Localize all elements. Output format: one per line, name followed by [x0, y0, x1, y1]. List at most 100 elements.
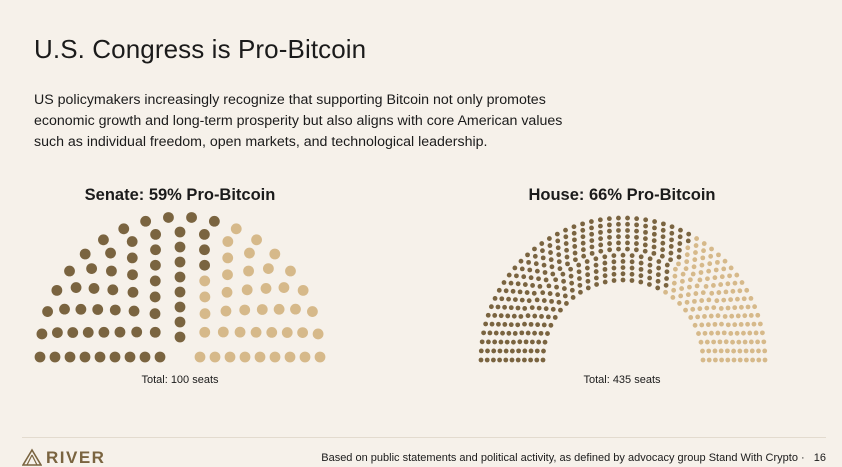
pro-bitcoin-seat: [638, 254, 644, 260]
other-seat: [717, 339, 723, 345]
pro-bitcoin-seat: [531, 290, 537, 296]
other-seat: [732, 322, 738, 328]
pro-bitcoin-seat: [543, 277, 549, 283]
pro-bitcoin-seat: [580, 240, 586, 246]
other-seat: [737, 348, 743, 354]
other-seat: [705, 276, 710, 282]
other-seat: [297, 327, 308, 339]
other-seat: [704, 305, 710, 311]
pro-bitcoin-seat: [555, 292, 561, 298]
other-seat: [748, 295, 754, 301]
pro-bitcoin-seat: [546, 236, 552, 241]
other-seat: [709, 290, 715, 296]
other-seat: [694, 283, 700, 289]
pro-bitcoin-seat: [127, 269, 138, 281]
pro-bitcoin-seat: [598, 242, 604, 248]
pro-bitcoin-seat: [616, 221, 621, 227]
pro-bitcoin-seat: [625, 246, 630, 252]
pro-bitcoin-seat: [517, 339, 523, 345]
other-seat: [744, 357, 749, 363]
pro-bitcoin-seat: [656, 265, 662, 271]
house-chart-title: House: 66% Pro-Bitcoin: [528, 186, 716, 204]
other-seat: [687, 284, 692, 290]
other-seat: [723, 289, 729, 295]
pro-bitcoin-seat: [496, 321, 501, 327]
other-seat: [745, 304, 751, 310]
pro-bitcoin-seat: [59, 303, 70, 315]
other-seat: [290, 303, 301, 315]
pro-bitcoin-seat: [552, 315, 558, 320]
other-seat: [755, 339, 760, 345]
pro-bitcoin-seat: [528, 275, 534, 281]
other-seat: [757, 321, 763, 327]
pro-bitcoin-seat: [526, 259, 531, 265]
pro-bitcoin-seat: [620, 265, 626, 270]
pro-bitcoin-seat: [581, 253, 587, 259]
pro-bitcoin-seat: [512, 265, 518, 271]
pro-bitcoin-seat: [563, 241, 569, 246]
pro-bitcoin-seat: [533, 261, 539, 267]
pro-bitcoin-seat: [620, 271, 626, 277]
other-seat: [728, 297, 734, 303]
other-seat: [730, 339, 735, 345]
other-seat: [251, 234, 262, 246]
pro-bitcoin-seat: [616, 240, 621, 246]
other-seat: [714, 298, 720, 304]
pro-bitcoin-seat: [655, 272, 661, 278]
senate-parliament-chart: [34, 212, 326, 363]
pro-bitcoin-seat: [669, 237, 674, 243]
pro-bitcoin-seat: [611, 278, 617, 283]
pro-bitcoin-seat: [126, 252, 138, 264]
house-parliament-chart: [478, 215, 768, 363]
other-seat: [741, 296, 747, 302]
pro-bitcoin-seat: [539, 241, 545, 246]
other-seat: [260, 283, 272, 294]
other-seat: [739, 280, 745, 285]
pro-bitcoin-seat: [540, 255, 546, 261]
pro-bitcoin-seat: [634, 234, 639, 240]
page-subtitle: US policymakers increasingly recognize t…: [34, 92, 563, 150]
pro-bitcoin-seat: [541, 262, 547, 268]
pro-bitcoin-seat: [564, 254, 570, 260]
pro-bitcoin-seat: [541, 322, 547, 328]
other-seat: [690, 271, 696, 277]
pro-bitcoin-seat: [548, 322, 554, 328]
pro-bitcoin-seat: [660, 234, 666, 240]
pro-bitcoin-seat: [515, 322, 521, 328]
pro-bitcoin-seat: [42, 306, 53, 317]
pro-bitcoin-seat: [629, 259, 635, 265]
pro-bitcoin-seat: [685, 238, 691, 244]
pro-bitcoin-seat: [150, 259, 161, 271]
other-seat: [734, 272, 740, 278]
pro-bitcoin-seat: [506, 330, 512, 336]
pro-bitcoin-seat: [647, 275, 653, 281]
pro-bitcoin-seat: [594, 282, 599, 287]
pro-bitcoin-seat: [524, 290, 530, 295]
other-seat: [711, 305, 717, 310]
pro-bitcoin-seat: [515, 305, 521, 311]
other-seat: [753, 330, 759, 336]
pro-bitcoin-seat: [556, 299, 562, 305]
pro-bitcoin-seat: [616, 234, 621, 240]
pro-bitcoin-seat: [174, 316, 186, 328]
other-seat: [716, 290, 722, 295]
pro-bitcoin-seat: [493, 330, 499, 336]
pro-bitcoin-seat: [629, 271, 635, 277]
other-seat: [711, 283, 716, 288]
pro-bitcoin-seat: [106, 265, 117, 277]
pro-bitcoin-seat: [577, 276, 582, 281]
pro-bitcoin-seat: [154, 351, 166, 363]
other-seat: [751, 321, 757, 327]
footer-divider: [22, 437, 826, 438]
pro-bitcoin-seat: [505, 313, 511, 319]
other-seat: [269, 351, 281, 363]
pro-bitcoin-seat: [174, 241, 186, 253]
pro-bitcoin-seat: [643, 217, 649, 223]
other-seat: [712, 321, 718, 327]
other-seat: [727, 273, 732, 279]
pro-bitcoin-seat: [576, 262, 582, 268]
other-seat: [699, 322, 705, 328]
pro-bitcoin-seat: [568, 273, 574, 279]
pro-bitcoin-seat: [540, 248, 545, 254]
other-seat: [721, 266, 727, 272]
